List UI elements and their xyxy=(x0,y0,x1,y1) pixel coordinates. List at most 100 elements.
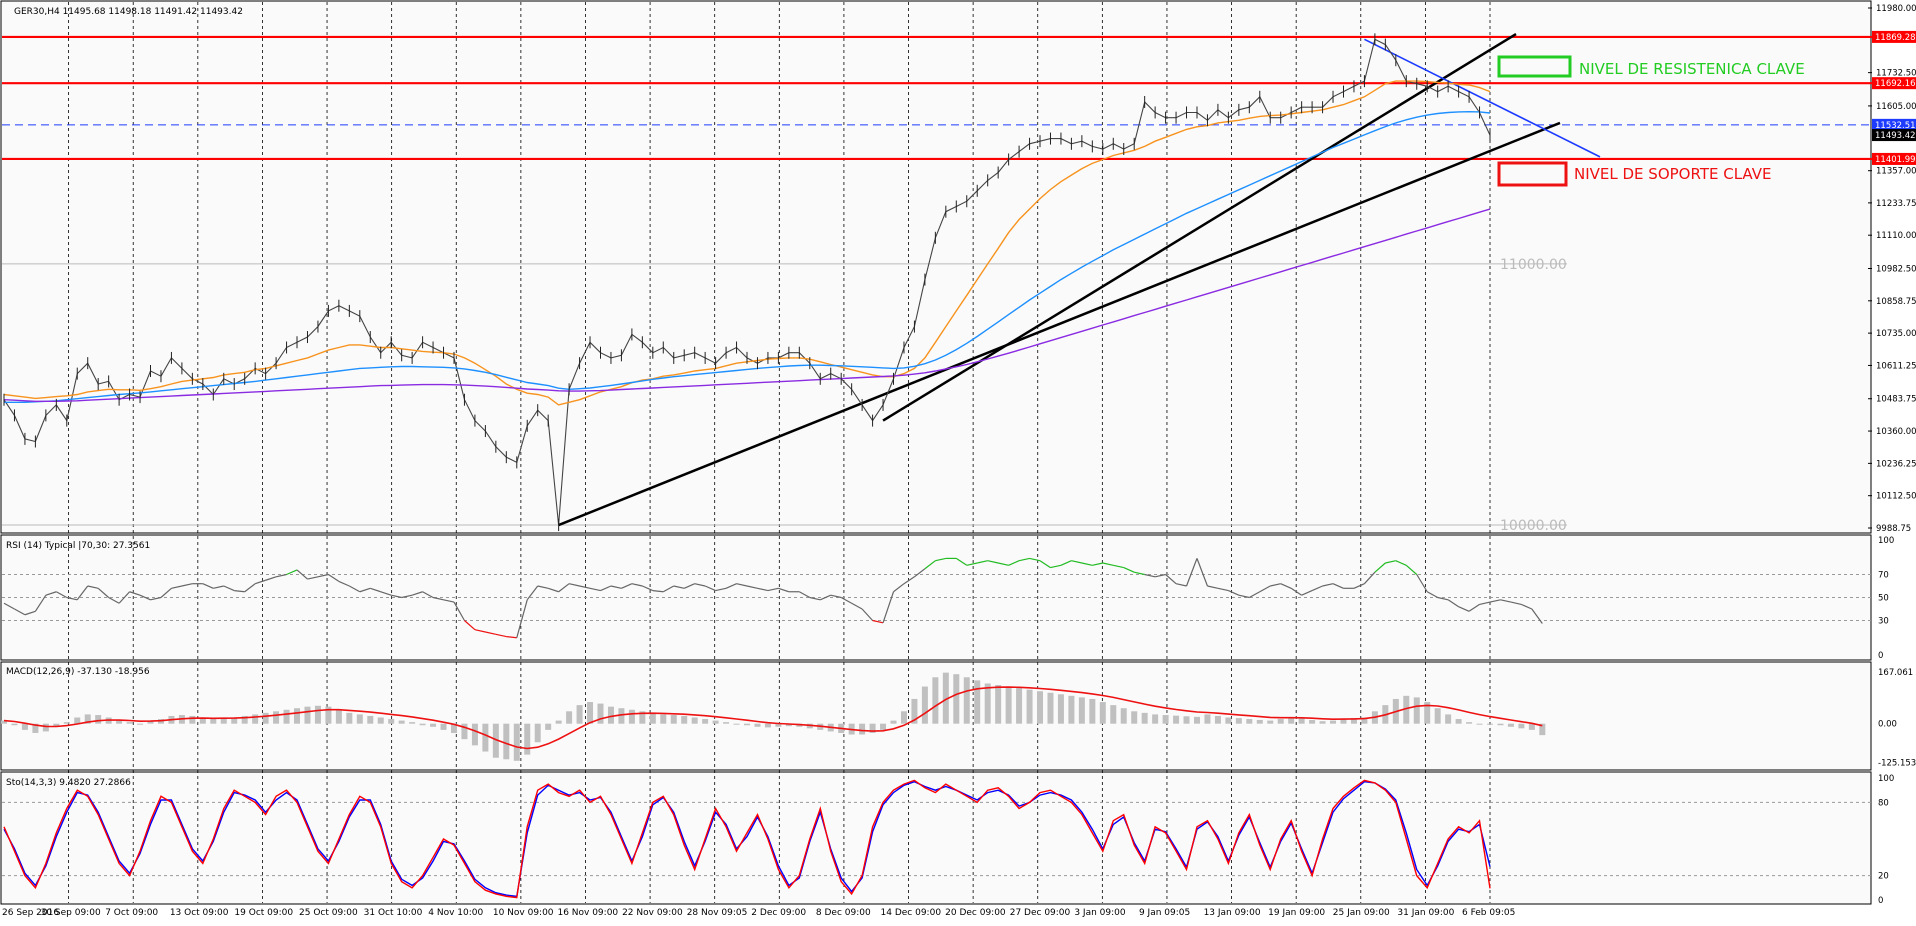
rsi-segment xyxy=(1353,583,1365,589)
macd-histogram-bar xyxy=(1497,723,1504,726)
rsi-segment xyxy=(966,562,978,566)
macd-histogram-bar xyxy=(1068,695,1075,724)
macd-histogram-bar xyxy=(1507,723,1514,727)
main-panel[interactable] xyxy=(0,0,1872,534)
macd-histogram-bar xyxy=(1204,714,1211,724)
rsi-segment xyxy=(150,596,162,601)
macd-histogram-bar xyxy=(210,719,217,724)
macd-histogram-bar xyxy=(1256,719,1263,724)
vertical-grid xyxy=(68,2,1491,903)
rsi-segment xyxy=(139,594,151,601)
macd-tick-label: 167.061 xyxy=(1878,668,1913,678)
macd-histogram-bar xyxy=(461,723,468,740)
rsi-segment xyxy=(1060,560,1072,566)
macd-histogram-bar xyxy=(1277,719,1284,724)
macd-histogram-bar xyxy=(1214,715,1221,724)
x-tick-label: 31 Jan 09:00 xyxy=(1397,908,1454,918)
macd-histogram-bar xyxy=(1235,718,1242,724)
rsi-segment xyxy=(108,596,120,604)
macd-histogram-bar xyxy=(430,723,437,727)
macd-histogram-bar xyxy=(1539,723,1546,736)
macd-histogram-bar xyxy=(1078,697,1085,724)
macd-histogram-bar xyxy=(1152,714,1159,724)
macd-histogram-bar xyxy=(995,685,1002,724)
rsi-tick-label: 100 xyxy=(1878,536,1894,546)
x-tick-label: 20 Dec 09:00 xyxy=(945,908,1006,918)
stoch-tick-label: 0 xyxy=(1878,896,1883,906)
macd-histogram-bar xyxy=(534,723,541,743)
rsi-segment xyxy=(1416,574,1428,593)
macd-histogram-bar xyxy=(775,723,782,727)
rsi-segment xyxy=(1029,557,1041,562)
rsi-segment xyxy=(903,576,915,585)
rsi-header: RSI (14) Typical |70,30: 27.3561 xyxy=(6,541,150,551)
rsi-segment xyxy=(1092,562,1103,566)
rsi-panel[interactable] xyxy=(0,534,1872,661)
y-tick-label: 11980.00 xyxy=(1876,4,1916,14)
macd-histogram-bar xyxy=(1037,691,1044,724)
rsi-segment xyxy=(955,557,968,566)
rsi-segment xyxy=(1280,583,1292,589)
macd-histogram-bar xyxy=(1487,723,1493,725)
rsi-segment xyxy=(370,587,381,593)
y-tick-label: 11233.75 xyxy=(1876,199,1916,209)
rsi-segment xyxy=(1437,596,1449,601)
x-tick-label: 19 Oct 09:00 xyxy=(234,908,293,918)
rsi-segment xyxy=(401,594,413,599)
y-tick-label: 10112.50 xyxy=(1876,492,1916,502)
rsi-segment xyxy=(1071,560,1083,564)
rsi-segment xyxy=(1363,571,1376,585)
rsi-segment xyxy=(1259,585,1271,593)
rsi-segment xyxy=(893,583,905,593)
macd-histogram-bar xyxy=(1120,708,1127,724)
rsi-segment xyxy=(704,585,716,592)
price-level-label: 11532.51 xyxy=(1875,121,1916,131)
rsi-segment xyxy=(1395,560,1407,566)
macd-histogram-bar xyxy=(1309,719,1316,724)
x-tick-label: 31 Oct 10:00 xyxy=(364,908,423,918)
macd-histogram-bar xyxy=(1466,722,1473,724)
y-tick-label: 11605.00 xyxy=(1876,102,1916,112)
price-level-tag xyxy=(1872,129,1916,142)
macd-histogram-bar xyxy=(1350,718,1357,724)
stochastic-layer: 100 80 20 0 xyxy=(2,774,1894,906)
macd-histogram-bar xyxy=(524,723,531,755)
rsi-segment xyxy=(265,576,277,581)
support-box xyxy=(1497,161,1568,187)
macd-histogram-bar xyxy=(890,720,897,724)
rsi-segment xyxy=(830,594,842,599)
rsi-segment xyxy=(485,631,496,635)
rsi-segment xyxy=(1385,560,1396,564)
rsi-segment xyxy=(998,562,1009,566)
macd-histogram-bar xyxy=(900,711,907,724)
macd-histogram-bar xyxy=(702,719,709,724)
macd-histogram-bar xyxy=(545,723,552,730)
macd-histogram-bar xyxy=(1193,716,1200,724)
macd-histogram-bar xyxy=(1413,697,1420,724)
macd-histogram-bar xyxy=(419,723,426,726)
rsi-segment xyxy=(851,602,863,610)
price-level-tag xyxy=(1872,77,1916,90)
macd-histogram-bar xyxy=(377,717,384,724)
macd-histogram-bar xyxy=(283,709,290,724)
rsi-segment xyxy=(746,585,758,589)
rsi-segment xyxy=(213,585,224,589)
macd-histogram-bar xyxy=(566,711,573,724)
rsi-tick-label: 50 xyxy=(1878,594,1889,604)
macd-histogram-bar xyxy=(670,715,677,724)
macd-histogram-bar xyxy=(450,723,457,733)
x-tick-label: 30 Sep 09:00 xyxy=(41,908,101,918)
macd-histogram-bar xyxy=(1298,718,1305,724)
y-tick-label: 9988.75 xyxy=(1876,524,1911,534)
macd-histogram-bar xyxy=(587,702,594,724)
rsi-segment xyxy=(56,591,68,599)
macd-histogram-bar xyxy=(974,680,981,724)
macd-histogram-bar xyxy=(744,723,750,726)
rsi-segment xyxy=(1426,591,1438,599)
macd-histogram-bar xyxy=(691,717,698,724)
rsi-segment xyxy=(872,619,884,624)
rsi-segment xyxy=(1270,583,1281,587)
rsi-segment xyxy=(45,591,57,596)
y-tick-label: 10236.25 xyxy=(1876,459,1916,469)
